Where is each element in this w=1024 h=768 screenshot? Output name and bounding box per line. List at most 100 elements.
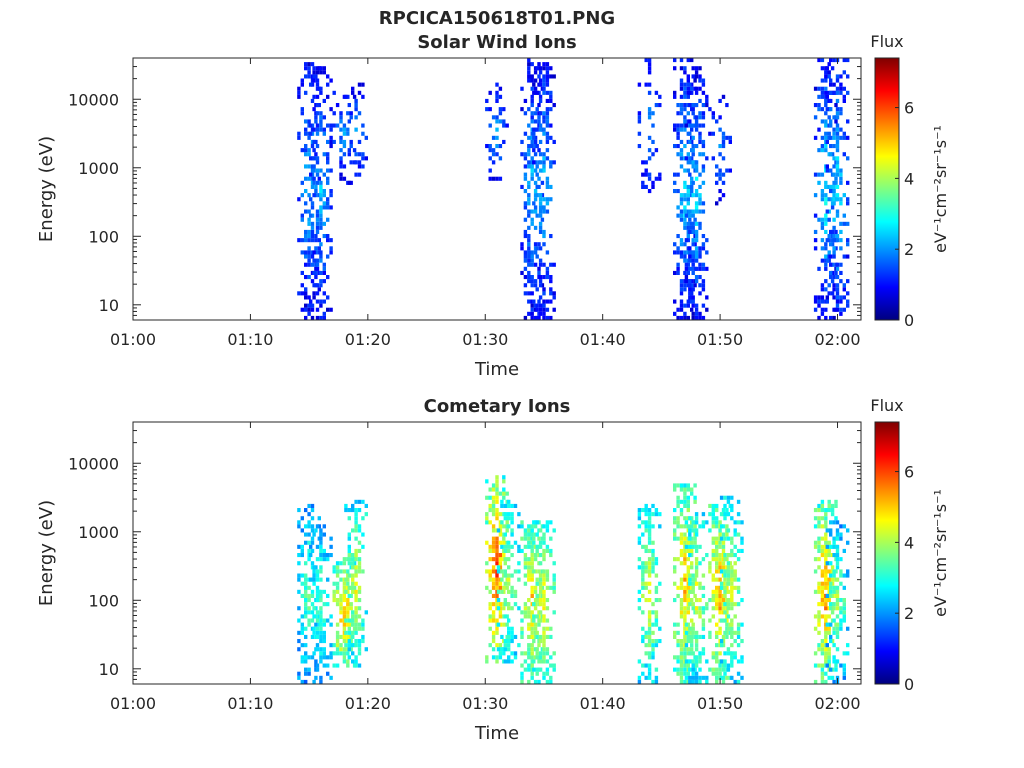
heatmap-cell bbox=[690, 618, 694, 623]
heatmap-cell bbox=[315, 221, 320, 226]
heatmap-cell bbox=[654, 573, 659, 578]
heatmap-cell bbox=[679, 581, 684, 586]
heatmap-cell bbox=[535, 548, 539, 553]
heatmap-cell bbox=[718, 553, 722, 558]
heatmap-cell bbox=[304, 90, 308, 95]
heatmap-cell bbox=[304, 524, 308, 529]
heatmap-cell bbox=[495, 495, 499, 500]
heatmap-cell bbox=[315, 217, 320, 222]
heatmap-cell bbox=[537, 119, 541, 124]
heatmap-cell bbox=[542, 630, 546, 635]
heatmap-cell bbox=[824, 123, 828, 128]
heatmap-cell bbox=[839, 536, 843, 541]
heatmap-cell bbox=[694, 659, 699, 664]
heatmap-cell bbox=[319, 258, 323, 263]
heatmap-cell bbox=[723, 569, 727, 574]
heatmap-cell bbox=[354, 548, 358, 553]
heatmap-cell bbox=[523, 573, 528, 578]
heatmap-cell bbox=[488, 557, 492, 562]
heatmap-cell bbox=[730, 643, 734, 648]
heatmap-cell bbox=[723, 577, 727, 582]
heatmap-cell bbox=[352, 561, 357, 566]
heatmap-cell bbox=[545, 250, 550, 255]
heatmap-cell bbox=[839, 622, 843, 627]
heatmap-cell bbox=[829, 561, 833, 566]
heatmap-cell bbox=[694, 258, 699, 263]
heatmap-cell bbox=[310, 225, 315, 230]
heatmap-cell bbox=[683, 258, 687, 263]
heatmap-cell bbox=[310, 618, 315, 623]
heatmap-cell bbox=[520, 139, 524, 144]
heatmap-cell bbox=[329, 544, 333, 549]
heatmap-cell bbox=[354, 98, 358, 103]
heatmap-cell bbox=[708, 131, 712, 136]
heatmap-cell bbox=[715, 172, 719, 177]
heatmap-cell bbox=[651, 512, 655, 517]
heatmap-cell bbox=[658, 176, 662, 181]
heatmap-cell bbox=[342, 164, 347, 169]
heatmap-cell bbox=[507, 606, 511, 611]
heatmap-cell bbox=[701, 651, 706, 656]
heatmap-cell bbox=[691, 303, 695, 308]
heatmap-cell bbox=[315, 86, 320, 91]
heatmap-cell bbox=[347, 148, 351, 153]
heatmap-cell bbox=[342, 131, 347, 136]
heatmap-cell bbox=[723, 585, 727, 590]
heatmap-cell bbox=[354, 512, 358, 517]
heatmap-cell bbox=[523, 667, 528, 672]
heatmap-cell bbox=[351, 651, 355, 656]
heatmap-cell bbox=[683, 205, 687, 210]
heatmap-cell bbox=[688, 156, 692, 161]
heatmap-cell bbox=[542, 614, 546, 619]
heatmap-cell bbox=[701, 279, 706, 284]
heatmap-cell bbox=[679, 287, 684, 292]
heatmap-cell bbox=[523, 250, 528, 255]
heatmap-cell bbox=[842, 70, 846, 75]
heatmap-cell bbox=[329, 139, 333, 144]
heatmap-cell bbox=[829, 152, 833, 157]
x-tick-label: 02:00 bbox=[814, 694, 860, 713]
heatmap-cell bbox=[304, 315, 308, 320]
heatmap-cell bbox=[357, 626, 362, 631]
heatmap-cell bbox=[491, 602, 496, 607]
colorbar-gradient-cometary bbox=[874, 421, 900, 685]
heatmap-cell bbox=[533, 626, 538, 631]
heatmap-cell bbox=[491, 544, 496, 549]
heatmap-cell bbox=[300, 193, 304, 198]
heatmap-cell bbox=[507, 589, 511, 594]
heatmap-cell bbox=[829, 315, 833, 320]
heatmap-cell bbox=[329, 246, 333, 251]
heatmap-cell bbox=[835, 622, 840, 627]
heatmap-cell bbox=[715, 119, 719, 124]
heatmap-cell bbox=[842, 254, 846, 259]
heatmap-cell bbox=[701, 618, 706, 623]
x-axis-label-cometary: Time bbox=[474, 723, 519, 744]
heatmap-cell bbox=[647, 508, 652, 513]
heatmap-cell bbox=[832, 225, 836, 230]
x-ticks-solar-wind: 01:00 01:10 01:20 01:30 01:40 01:50 02:00 bbox=[110, 58, 861, 349]
heatmap-cell bbox=[691, 630, 695, 635]
heatmap-cell bbox=[322, 193, 326, 198]
heatmap-cell bbox=[500, 503, 504, 508]
heatmap-cell bbox=[304, 577, 308, 582]
heatmap-cell bbox=[549, 299, 553, 304]
heatmap-cell bbox=[726, 528, 731, 533]
heatmap-cell bbox=[495, 176, 499, 181]
heatmap-cell bbox=[691, 225, 695, 230]
heatmap-cell bbox=[721, 606, 726, 611]
heatmap-cell bbox=[701, 111, 706, 116]
heatmap-cell bbox=[679, 679, 684, 684]
heatmap-cell bbox=[694, 606, 699, 611]
heatmap-cell bbox=[846, 254, 850, 259]
heatmap-cell bbox=[827, 258, 831, 263]
heatmap-cell bbox=[488, 618, 492, 623]
heatmap-cell bbox=[647, 516, 652, 521]
heatmap-cell bbox=[326, 180, 330, 185]
heatmap-cell bbox=[730, 618, 734, 623]
heatmap-cell bbox=[300, 622, 304, 627]
heatmap-cell bbox=[307, 209, 311, 214]
heatmap-cell bbox=[711, 577, 715, 582]
heatmap-cell bbox=[676, 671, 680, 676]
heatmap-cell bbox=[315, 123, 320, 128]
heatmap-cell bbox=[679, 303, 684, 308]
